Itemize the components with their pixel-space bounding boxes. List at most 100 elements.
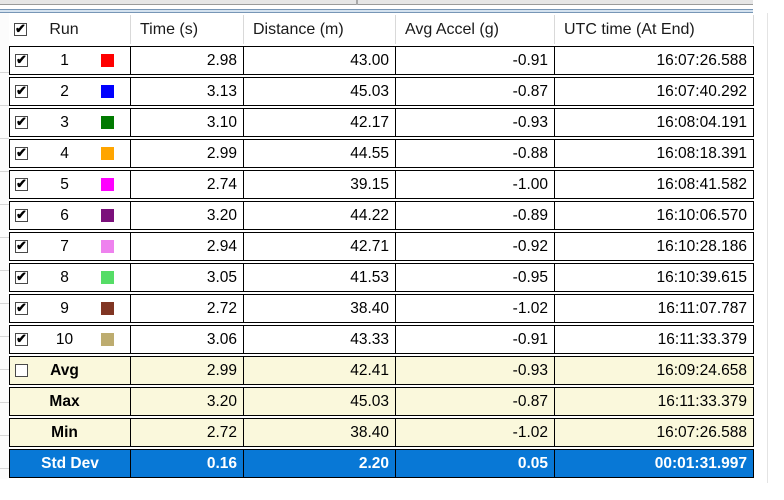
accel-cell[interactable]: -0.91	[396, 46, 555, 75]
accel-cell[interactable]: -0.88	[396, 139, 555, 168]
time-cell[interactable]: 0.16	[131, 449, 244, 478]
summary-row[interactable]: Max 3.20 45.03 -0.87 16:11:33.379	[9, 387, 754, 416]
summary-row[interactable]: Min 2.72 38.40 -1.02 16:07:26.588	[9, 418, 754, 447]
run-color-swatch[interactable]	[101, 116, 114, 129]
accel-cell[interactable]: -1.02	[396, 418, 555, 447]
table-row[interactable]: ✔ 7 2.94 42.71 -0.92 16:10:28.186	[9, 232, 754, 261]
run-checkbox[interactable]: ✔	[15, 146, 28, 160]
header-avg-accel[interactable]: Avg Accel (g)	[396, 15, 555, 44]
table-row[interactable]: ✔ 1 2.98 43.00 -0.91 16:07:26.588	[9, 46, 754, 75]
utc-cell[interactable]: 16:08:18.391	[555, 139, 754, 168]
utc-cell[interactable]: 16:07:40.292	[555, 77, 754, 106]
accel-cell[interactable]: -0.92	[396, 232, 555, 261]
utc-cell[interactable]: 16:07:26.588	[555, 418, 754, 447]
run-cell[interactable]: ✔ 6	[9, 201, 131, 230]
time-cell[interactable]: 3.20	[131, 201, 244, 230]
time-cell[interactable]: 3.13	[131, 77, 244, 106]
time-cell[interactable]: 2.99	[131, 356, 244, 385]
utc-cell[interactable]: 16:08:04.191	[555, 108, 754, 137]
select-all-checkbox[interactable]: ✔	[14, 22, 27, 36]
time-cell[interactable]: 2.94	[131, 232, 244, 261]
accel-cell[interactable]: -0.93	[396, 108, 555, 137]
distance-cell[interactable]: 39.15	[244, 170, 396, 199]
summary-row[interactable]: Std Dev 0.16 2.20 0.05 00:01:31.997	[9, 449, 754, 478]
distance-cell[interactable]: 42.17	[244, 108, 396, 137]
header-run-column[interactable]: ✔ Run	[9, 15, 131, 44]
table-row[interactable]: ✔ 6 3.20 44.22 -0.89 16:10:06.570	[9, 201, 754, 230]
run-cell[interactable]: ✔ 9	[9, 294, 131, 323]
summary-label-cell[interactable]: Max	[9, 387, 131, 416]
summary-row[interactable]: ✔ Avg 2.99 42.41 -0.93 16:09:24.658	[9, 356, 754, 385]
time-cell[interactable]: 3.06	[131, 325, 244, 354]
distance-cell[interactable]: 42.41	[244, 356, 396, 385]
table-row[interactable]: ✔ 4 2.99 44.55 -0.88 16:08:18.391	[9, 139, 754, 168]
table-row[interactable]: ✔ 10 3.06 43.33 -0.91 16:11:33.379	[9, 325, 754, 354]
run-checkbox[interactable]: ✔	[15, 84, 28, 98]
run-checkbox[interactable]: ✔	[15, 115, 28, 129]
time-cell[interactable]: 3.20	[131, 387, 244, 416]
header-distance[interactable]: Distance (m)	[244, 15, 396, 44]
time-cell[interactable]: 2.74	[131, 170, 244, 199]
run-cell[interactable]: ✔ 5	[9, 170, 131, 199]
summary-label-cell[interactable]: Std Dev	[9, 449, 131, 478]
run-checkbox[interactable]: ✔	[15, 332, 28, 346]
run-color-swatch[interactable]	[101, 178, 114, 191]
table-row[interactable]: ✔ 9 2.72 38.40 -1.02 16:11:07.787	[9, 294, 754, 323]
distance-cell[interactable]: 38.40	[244, 418, 396, 447]
table-row[interactable]: ✔ 2 3.13 45.03 -0.87 16:07:40.292	[9, 77, 754, 106]
table-row[interactable]: ✔ 8 3.05 41.53 -0.95 16:10:39.615	[9, 263, 754, 292]
time-cell[interactable]: 2.98	[131, 46, 244, 75]
accel-cell[interactable]: -0.91	[396, 325, 555, 354]
summary-checkbox[interactable]: ✔	[15, 364, 28, 377]
utc-cell[interactable]: 00:01:31.997	[555, 449, 754, 478]
time-cell[interactable]: 2.72	[131, 294, 244, 323]
utc-cell[interactable]: 16:11:07.787	[555, 294, 754, 323]
distance-cell[interactable]: 41.53	[244, 263, 396, 292]
run-cell[interactable]: ✔ 8	[9, 263, 131, 292]
accel-cell[interactable]: -0.95	[396, 263, 555, 292]
run-cell[interactable]: ✔ 3	[9, 108, 131, 137]
summary-label-cell[interactable]: ✔ Avg	[9, 356, 131, 385]
utc-cell[interactable]: 16:10:06.570	[555, 201, 754, 230]
run-checkbox[interactable]: ✔	[15, 301, 28, 315]
run-cell[interactable]: ✔ 1	[9, 46, 131, 75]
time-cell[interactable]: 2.72	[131, 418, 244, 447]
time-cell[interactable]: 2.99	[131, 139, 244, 168]
distance-cell[interactable]: 43.00	[244, 46, 396, 75]
time-cell[interactable]: 3.05	[131, 263, 244, 292]
run-color-swatch[interactable]	[101, 271, 114, 284]
utc-cell[interactable]: 16:10:39.615	[555, 263, 754, 292]
run-checkbox[interactable]: ✔	[15, 53, 28, 67]
distance-cell[interactable]: 44.55	[244, 139, 396, 168]
accel-cell[interactable]: -0.89	[396, 201, 555, 230]
run-cell[interactable]: ✔ 2	[9, 77, 131, 106]
table-row[interactable]: ✔ 5 2.74 39.15 -1.00 16:08:41.582	[9, 170, 754, 199]
run-color-swatch[interactable]	[101, 85, 114, 98]
run-cell[interactable]: ✔ 7	[9, 232, 131, 261]
run-color-swatch[interactable]	[101, 209, 114, 222]
accel-cell[interactable]: -0.93	[396, 356, 555, 385]
accel-cell[interactable]: -1.02	[396, 294, 555, 323]
utc-cell[interactable]: 16:08:41.582	[555, 170, 754, 199]
run-color-swatch[interactable]	[101, 302, 114, 315]
utc-cell[interactable]: 16:10:28.186	[555, 232, 754, 261]
utc-cell[interactable]: 16:11:33.379	[555, 387, 754, 416]
distance-cell[interactable]: 42.71	[244, 232, 396, 261]
utc-cell[interactable]: 16:09:24.658	[555, 356, 754, 385]
distance-cell[interactable]: 38.40	[244, 294, 396, 323]
header-utc-time[interactable]: UTC time (At End)	[555, 15, 754, 44]
accel-cell[interactable]: 0.05	[396, 449, 555, 478]
table-row[interactable]: ✔ 3 3.10 42.17 -0.93 16:08:04.191	[9, 108, 754, 137]
run-checkbox[interactable]: ✔	[15, 270, 28, 284]
distance-cell[interactable]: 2.20	[244, 449, 396, 478]
distance-cell[interactable]: 43.33	[244, 325, 396, 354]
run-cell[interactable]: ✔ 4	[9, 139, 131, 168]
run-color-swatch[interactable]	[101, 333, 114, 346]
accel-cell[interactable]: -0.87	[396, 77, 555, 106]
run-color-swatch[interactable]	[101, 54, 114, 67]
run-color-swatch[interactable]	[101, 147, 114, 160]
summary-label-cell[interactable]: Min	[9, 418, 131, 447]
run-checkbox[interactable]: ✔	[15, 208, 28, 222]
utc-cell[interactable]: 16:07:26.588	[555, 46, 754, 75]
accel-cell[interactable]: -1.00	[396, 170, 555, 199]
